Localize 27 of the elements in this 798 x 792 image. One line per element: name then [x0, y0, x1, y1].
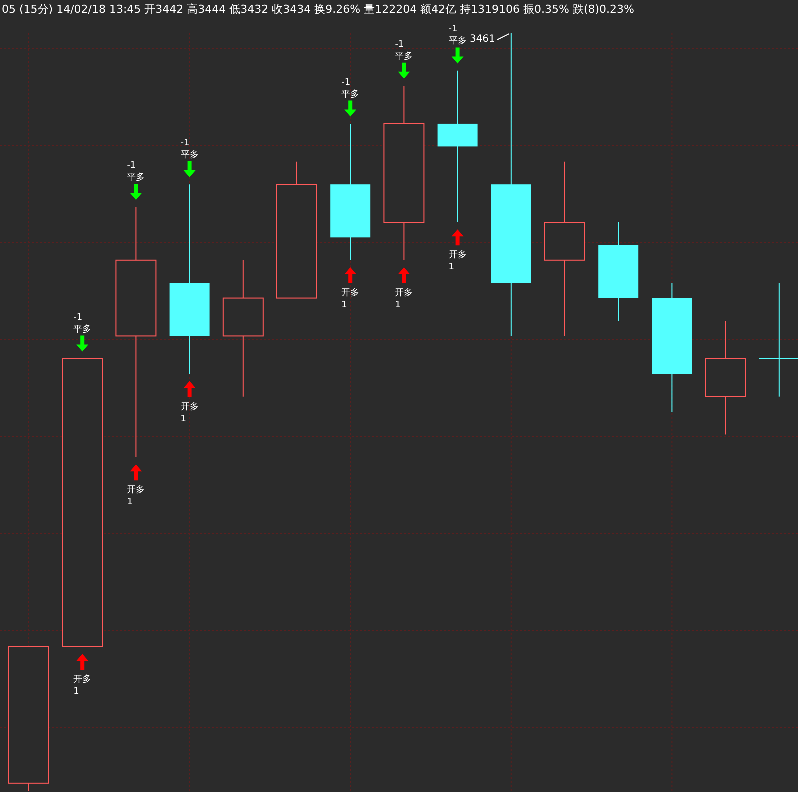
- point: [76, 654, 89, 670]
- annotation: -1 平多: [448, 24, 467, 47]
- point: [344, 268, 357, 284]
- annotation: 开多 1: [448, 250, 467, 273]
- candlestick: [758, 282, 798, 398]
- annotation: 开多 1: [127, 484, 146, 508]
- point: [398, 268, 410, 284]
- annotation: 开多 1: [395, 288, 414, 311]
- annotation: -1 平多: [127, 161, 146, 184]
- point: [130, 464, 142, 481]
- annotation: 开多 1: [74, 674, 92, 698]
- annotation: -1 平多: [395, 40, 414, 62]
- annotation: 开多 1: [342, 288, 360, 311]
- point: [452, 48, 464, 64]
- annotation: 开多 1: [180, 401, 199, 424]
- annotation: -1 平多: [342, 78, 360, 100]
- point: [184, 161, 196, 178]
- annotation: -1 平多: [180, 138, 199, 160]
- point: [130, 184, 142, 200]
- annotation: 3461: [470, 34, 496, 45]
- chart-title: 05 (15分) 14/02/18 13:45 开3442 高3444 低3432 收3434 换9.26% 量122204 额42亿 持1319106 振0.35% 跌(8)0.23%: [2, 3, 635, 16]
- point: [184, 381, 196, 398]
- point: [76, 336, 89, 352]
- point: [398, 62, 410, 79]
- annotation: -1 平多: [74, 312, 92, 335]
- point: [344, 100, 357, 117]
- point: [452, 230, 464, 246]
